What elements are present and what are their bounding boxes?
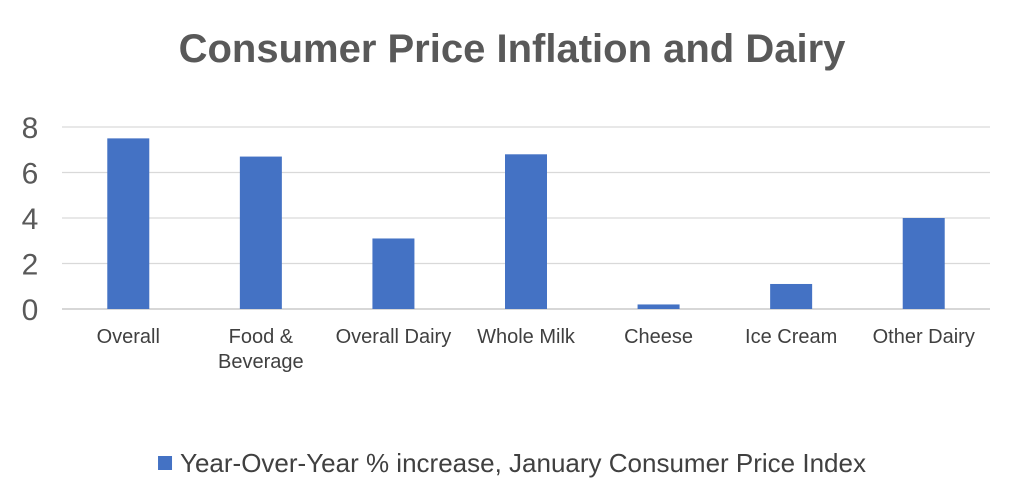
y-tick-label: 0 [22, 294, 39, 327]
x-tick-label: Cheese [624, 326, 693, 348]
bar [770, 283, 813, 309]
bar [637, 304, 680, 309]
x-tick-label: Overall [97, 326, 160, 348]
chart-title: Consumer Price Inflation and Dairy [179, 27, 847, 71]
y-tick-label: 6 [22, 158, 39, 191]
bar [107, 138, 150, 309]
y-tick-label: 4 [22, 203, 39, 236]
x-axis: Overall Food & Beverage Overall Dairy Whole … [97, 326, 975, 373]
x-tick-label: Food & Beverage [218, 326, 304, 373]
bar [902, 218, 945, 309]
x-tick-label: Overall Dairy [336, 326, 452, 348]
y-axis: 0 2 4 6 8 [22, 112, 39, 327]
bar [239, 156, 282, 309]
x-tick-label: Ice Cream [745, 326, 837, 348]
x-tick-label: Other Dairy [873, 326, 975, 348]
y-tick-label: 2 [22, 249, 39, 282]
bar-series [107, 138, 945, 309]
bar [372, 238, 415, 309]
bar [505, 154, 547, 309]
y-tick-label: 8 [22, 112, 39, 145]
legend: Year-Over-Year % increase, January Consu… [158, 448, 866, 478]
legend-label: Year-Over-Year % increase, January Consu… [180, 448, 866, 478]
x-tick-label: Whole Milk [477, 326, 576, 348]
legend-swatch [158, 456, 173, 470]
